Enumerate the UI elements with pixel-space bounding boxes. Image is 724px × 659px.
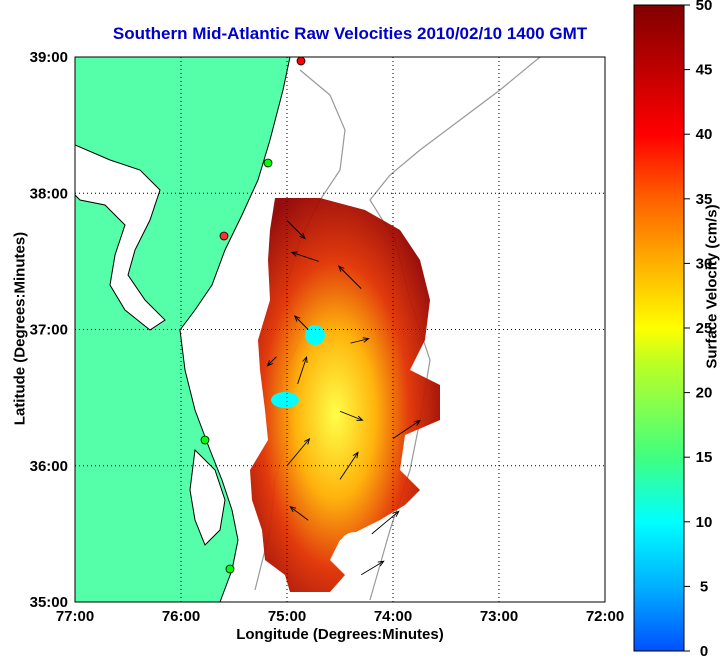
low-speed-patch [271, 392, 299, 408]
station-marker [219, 231, 229, 241]
low-speed-patch [305, 325, 325, 345]
chart-title: Southern Mid-Atlantic Raw Velocities 201… [112, 24, 588, 43]
station-marker [225, 564, 235, 574]
sound-water [189, 448, 226, 546]
colorbar-label: Surface Velocity (cm/s) [703, 204, 721, 369]
y-axis-label: Latitude (Degrees:Minutes) [11, 231, 29, 426]
velocity-vector [286, 220, 306, 240]
colorbar-tick-label: 0 [700, 643, 708, 659]
data-gap [340, 532, 370, 558]
velocity-vector [337, 265, 362, 289]
velocity-vector [289, 506, 309, 521]
bay-water [75, 144, 166, 331]
colorbar-tick-label: 30 [696, 255, 713, 272]
colorbar-tick-label: 20 [696, 385, 713, 402]
velocity-vector [360, 560, 385, 576]
velocity-vector [293, 315, 309, 330]
x-tick-label: 74:00 [374, 608, 412, 625]
velocity-vector [392, 419, 421, 439]
velocity-vector [371, 510, 400, 535]
y-tick-label: 39:00 [30, 49, 68, 66]
y-tick-label: 36:00 [30, 458, 68, 475]
x-tick-label: 77:00 [56, 608, 94, 625]
velocity-vector [297, 355, 308, 385]
colorbar-tick-label: 10 [696, 514, 713, 531]
x-tick-label: 72:00 [586, 608, 624, 625]
velocity-vector [350, 337, 370, 344]
velocity-vector [339, 410, 364, 421]
velocity-vector [339, 451, 359, 480]
colorbar-tick-label: 15 [696, 449, 713, 466]
x-tick-label: 75:00 [268, 608, 306, 625]
y-tick-label: 38:00 [30, 185, 68, 202]
y-tick-label: 35:00 [30, 594, 68, 611]
colorbar [633, 4, 685, 652]
colorbar-tick-label: 35 [696, 191, 713, 208]
colorbar-tick-label: 50 [696, 0, 713, 14]
x-axis-ticks: 77:00 76:00 75:00 74:00 73:00 72:00 [56, 608, 624, 625]
colorbar-tick-label: 45 [696, 62, 713, 79]
colorbar-tick-label: 40 [696, 126, 713, 143]
y-axis-ticks: 39:00 38:00 37:00 36:00 35:00 [30, 49, 68, 611]
velocity-vector [290, 251, 319, 262]
colorbar-tick-label: 5 [700, 578, 708, 595]
x-axis-label: Longitude (Degrees:Minutes) [236, 626, 444, 643]
station-marker [296, 56, 306, 66]
y-tick-label: 37:00 [30, 322, 68, 339]
grid-lines [75, 57, 605, 602]
x-tick-label: 73:00 [480, 608, 518, 625]
station-marker [263, 158, 273, 168]
colorbar-tick-label: 25 [696, 320, 713, 337]
vector-layer [266, 220, 421, 576]
velocity-vector [286, 437, 311, 467]
plot-frame [74, 56, 606, 603]
velocity-vector [266, 356, 277, 367]
station-marker [200, 435, 210, 445]
x-tick-label: 76:00 [162, 608, 200, 625]
